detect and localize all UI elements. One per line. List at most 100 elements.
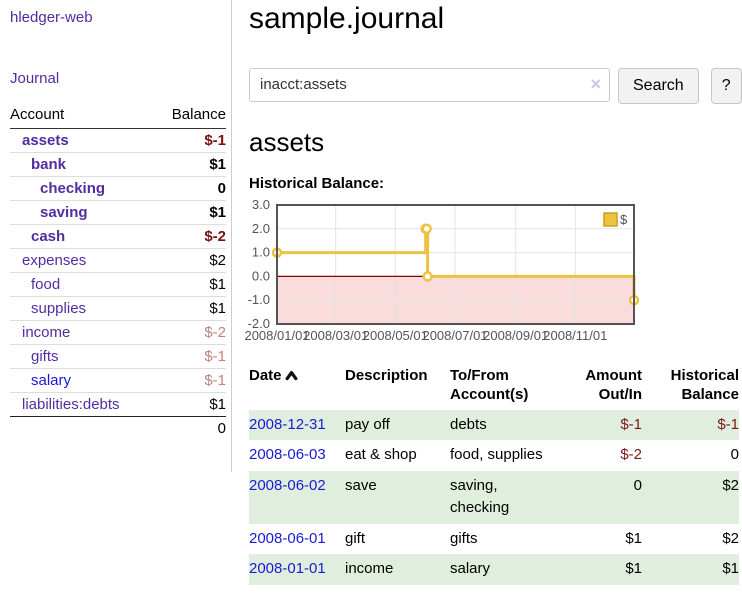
search-form: × Search ? bbox=[249, 67, 742, 104]
balance-chart-svg: $3.0 2.0 1.0 0.0 -1.0 -2.02008/01/012008/03/0… bbox=[244, 197, 640, 343]
transaction-balance: $2 bbox=[722, 529, 739, 547]
account-link-supplies[interactable]: supplies bbox=[31, 300, 87, 317]
account-row: expenses $2 bbox=[10, 248, 226, 273]
x-tick-label: 2008/09/01 bbox=[483, 328, 548, 343]
account-row: saving $1 bbox=[10, 200, 226, 225]
transaction-description: gift bbox=[345, 529, 366, 547]
account-row: income $-2 bbox=[10, 320, 226, 345]
y-tick-label: -2.0 bbox=[248, 316, 270, 331]
account-balance: $2 bbox=[209, 252, 226, 269]
account-link-expenses[interactable]: expenses bbox=[22, 252, 87, 269]
register-row: 2008-12-31 pay off debts $-1 $-1 bbox=[249, 409, 739, 440]
transaction-description: save bbox=[345, 476, 377, 494]
transaction-date-link[interactable]: 2008-01-01 bbox=[249, 560, 326, 577]
account-page-title: assets bbox=[249, 126, 325, 157]
register-header-historical-balance: Historical Balance bbox=[670, 366, 739, 404]
account-row: food $1 bbox=[10, 272, 226, 297]
transaction-accounts: gifts bbox=[450, 529, 478, 547]
account-row: supplies $1 bbox=[10, 296, 226, 321]
register-row: 2008-06-01 gift gifts $1 $2 bbox=[249, 524, 739, 555]
account-row: checking 0 bbox=[10, 176, 226, 201]
transaction-amount: $1 bbox=[625, 560, 642, 577]
x-tick-label: 2008/03/01 bbox=[303, 328, 368, 343]
accounts-total-row: 0 bbox=[10, 416, 226, 440]
sidebar: hledger-web Journal Account Balance asse… bbox=[0, 0, 232, 472]
chart-title: Historical Balance: bbox=[249, 174, 385, 192]
transaction-date-link[interactable]: 2008-06-02 bbox=[249, 476, 326, 494]
transaction-amount: $-1 bbox=[620, 415, 642, 433]
nav-journal-link[interactable]: Journal bbox=[10, 70, 60, 87]
account-link-gifts[interactable]: gifts bbox=[31, 348, 59, 365]
account-balance: $1 bbox=[209, 204, 226, 221]
app-title-link[interactable]: hledger-web bbox=[10, 9, 93, 26]
transaction-amount: 0 bbox=[633, 476, 642, 494]
account-balance: $-1 bbox=[204, 132, 226, 149]
search-button[interactable]: Search bbox=[618, 67, 699, 104]
chart-data-point bbox=[422, 270, 433, 282]
historical-balance-chart[interactable]: $3.0 2.0 1.0 0.0 -1.0 -2.0 2008/01/01 2008/03/0… bbox=[244, 197, 649, 343]
transaction-description: eat & shop bbox=[345, 446, 417, 463]
search-input[interactable] bbox=[249, 67, 610, 102]
transaction-date-link[interactable]: 2008-12-31 bbox=[249, 415, 326, 433]
account-balance: $-1 bbox=[204, 348, 226, 365]
account-link-bank[interactable]: bank bbox=[31, 156, 67, 173]
account-balance: $-2 bbox=[204, 324, 226, 341]
y-tick-label: 3.0 bbox=[252, 197, 270, 212]
x-tick-label: 2008/05/01 bbox=[363, 328, 428, 343]
account-link-checking[interactable]: checking bbox=[40, 180, 106, 197]
legend-swatch bbox=[603, 211, 618, 227]
account-balance: 0 bbox=[217, 180, 226, 197]
account-balance: $1 bbox=[209, 396, 226, 413]
transaction-amount: $-2 bbox=[620, 446, 642, 463]
clear-search-icon[interactable]: × bbox=[590, 73, 601, 94]
account-balance: $-1 bbox=[204, 372, 226, 389]
transaction-balance: $1 bbox=[722, 560, 739, 577]
accounts-header-balance: Balance bbox=[154, 102, 226, 129]
account-link-liabilities-debts[interactable]: liabilities:debts bbox=[22, 396, 120, 413]
account-link-salary[interactable]: salary bbox=[31, 372, 72, 389]
y-tick-label: 1.0 bbox=[252, 244, 270, 259]
x-tick-label: 2008/11/01 bbox=[543, 328, 607, 343]
transaction-balance: 0 bbox=[730, 446, 739, 463]
x-tick-label: 2008/07/01 bbox=[422, 328, 487, 343]
accounts-header-row: Account Balance bbox=[10, 102, 226, 129]
x-tick-label: 2008/01/01 bbox=[244, 328, 309, 343]
accounts-header-account: Account bbox=[10, 102, 155, 129]
register-header-description: Description bbox=[345, 366, 428, 384]
account-row: cash $-2 bbox=[10, 224, 226, 249]
transaction-accounts: salary bbox=[450, 560, 491, 577]
register-table: Date Description To/From Account(s) Amount … bbox=[249, 364, 739, 585]
y-tick-label: 2.0 bbox=[252, 220, 270, 235]
account-link-food[interactable]: food bbox=[31, 276, 61, 293]
sidebar-nav: Journal bbox=[10, 70, 225, 87]
account-link-cash[interactable]: cash bbox=[31, 228, 66, 245]
register-header-date[interactable]: Date bbox=[249, 364, 345, 410]
transaction-description: income bbox=[345, 560, 394, 577]
y-tick-label: -1.0 bbox=[248, 292, 270, 307]
account-row: gifts $-1 bbox=[10, 344, 226, 369]
account-balance: $1 bbox=[209, 156, 226, 173]
transaction-date-link[interactable]: 2008-06-01 bbox=[249, 529, 326, 547]
transaction-date-link[interactable]: 2008-06-03 bbox=[249, 446, 326, 463]
search-box: × bbox=[249, 67, 610, 104]
register-header-row: Date Description To/From Account(s) Amount … bbox=[249, 364, 739, 410]
account-link-income[interactable]: income bbox=[22, 324, 71, 341]
account-balance: $1 bbox=[209, 300, 226, 317]
account-balance: $-2 bbox=[204, 228, 226, 245]
transaction-balance: $2 bbox=[722, 476, 739, 494]
search-help-button[interactable]: ? bbox=[710, 67, 742, 104]
accounts-table: Account Balance assets $-1 bank $1 checking 0… bbox=[10, 102, 226, 440]
legend-label: $ bbox=[620, 212, 628, 227]
main-content: sample.journal × Search ? assets Histori… bbox=[232, 0, 742, 597]
account-link-assets[interactable]: assets bbox=[22, 132, 69, 149]
transaction-accounts: food, supplies bbox=[450, 446, 543, 463]
account-balance: $1 bbox=[209, 276, 226, 293]
register-header-to-from-account-s-: To/From Account(s) bbox=[450, 366, 529, 404]
register-row: 2008-01-01 income salary $1 $1 bbox=[249, 554, 739, 585]
account-link-saving[interactable]: saving bbox=[40, 204, 88, 221]
transaction-accounts: saving, checking bbox=[450, 476, 510, 517]
sort-asc-chevron-up-icon bbox=[285, 370, 297, 380]
accounts-total-balance: 0 bbox=[154, 416, 226, 440]
account-row: assets $-1 bbox=[10, 129, 226, 153]
register-row: 2008-06-02 save saving, checking 0 $2 bbox=[249, 470, 739, 524]
